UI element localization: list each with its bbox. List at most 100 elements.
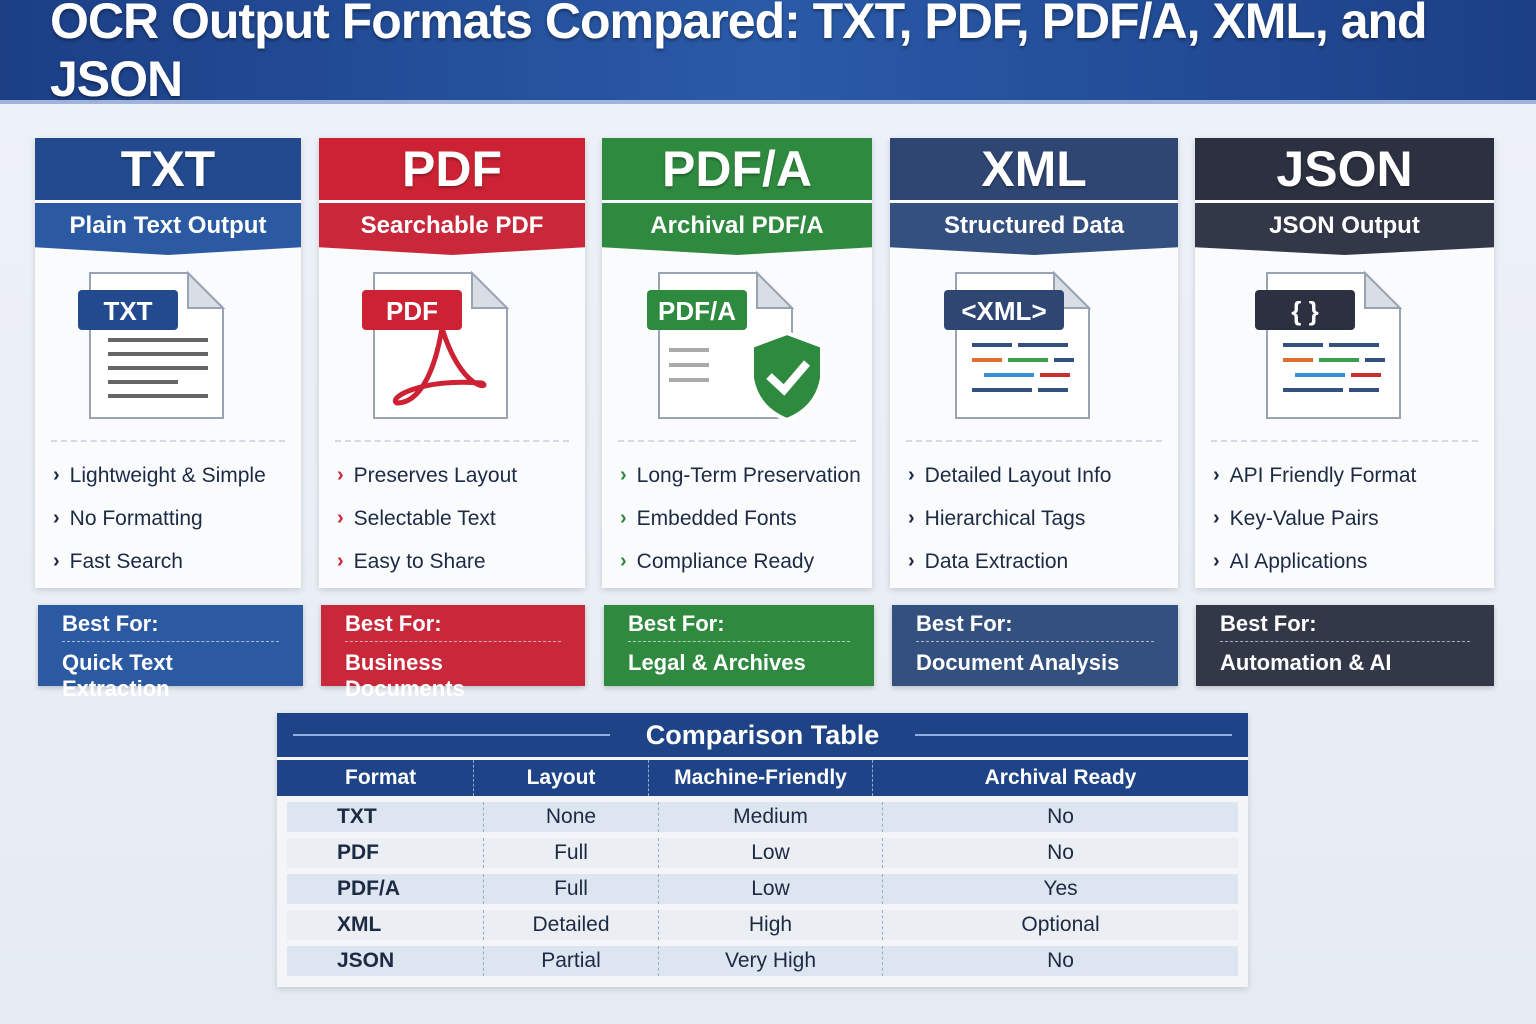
table-cell: Full [483, 874, 658, 904]
chevron-right-icon: › [53, 507, 60, 529]
feature-label: Hierarchical Tags [924, 506, 1086, 530]
card-subtitle: Structured Data [890, 203, 1178, 255]
feature-item: › Compliance Ready [620, 540, 872, 583]
feature-item: › Hierarchical Tags [908, 497, 1178, 540]
feature-label: Preserves Layout [353, 463, 518, 487]
chevron-right-icon: › [1213, 550, 1220, 572]
title-banner: OCR Output Formats Compared: TXT, PDF, P… [0, 0, 1536, 107]
card-subtitle: Plain Text Output [35, 203, 301, 255]
divider [51, 440, 285, 442]
card-subtitle: JSON Output [1195, 203, 1494, 255]
header-format: Format [345, 766, 417, 789]
feature-item: › AI Applications [1213, 540, 1494, 583]
table-header-row: Format Layout Machine-Friendly Archival … [277, 760, 1248, 796]
table-row: JSON Partial Very High No [287, 946, 1238, 976]
table-cell: None [483, 802, 658, 832]
svg-text:{ }: { } [1291, 296, 1318, 326]
feature-item: › Data Extraction [908, 540, 1178, 583]
chevron-right-icon: › [53, 550, 60, 572]
comparison-table: Comparison Table Format Layout Machine-F… [277, 713, 1248, 987]
card-pdfa: PDF/A Archival PDF/A PDF/A › Long-Term Pr… [602, 138, 872, 588]
best-for-label: Best For: [628, 611, 850, 642]
divider [906, 440, 1162, 442]
card-json: JSON JSON Output { } › API Friendly Forma… [1195, 138, 1494, 588]
feature-item: › Preserves Layout [337, 454, 585, 497]
best-for-label: Best For: [62, 611, 279, 642]
chevron-right-icon: › [337, 507, 344, 529]
best-for-label: Best For: [1220, 611, 1470, 642]
pdfa-shield-document-icon: PDF/A [602, 255, 872, 440]
table-cell: Partial [483, 946, 658, 976]
feature-label: Selectable Text [353, 506, 496, 530]
feature-label: API Friendly Format [1229, 463, 1417, 487]
best-for-json: Best For: Automation & AI [1196, 605, 1494, 686]
best-for-pdf: Best For: Business Documents [321, 605, 585, 701]
feature-list: › Preserves Layout › Selectable Text › Easy t… [319, 442, 585, 583]
table-cell: Low [658, 874, 882, 904]
feature-list: › Long-Term Preservation › Embedded Fonts › C… [602, 442, 872, 583]
chevron-right-icon: › [53, 464, 60, 486]
table-cell: Medium [658, 802, 882, 832]
card-subtitle: Archival PDF/A [602, 203, 872, 255]
header-layout: Layout [473, 760, 648, 796]
divider [335, 440, 569, 442]
table-cell: Detailed [483, 910, 658, 940]
feature-label: AI Applications [1229, 549, 1368, 573]
table-cell: JSON [337, 949, 395, 972]
feature-label: Lightweight & Simple [69, 463, 266, 487]
feature-label: No Formatting [69, 506, 203, 530]
table-caption: Comparison Table [277, 713, 1248, 757]
card-title: XML [890, 138, 1178, 200]
best-for-value: Document Analysis [916, 650, 1120, 675]
svg-text:<XML>: <XML> [961, 296, 1046, 326]
json-braces-document-icon: { } [1195, 255, 1494, 440]
card-title: JSON [1195, 138, 1494, 200]
card-pdf: PDF Searchable PDF PDF › Preserves Layout… [319, 138, 585, 588]
page-title: OCR Output Formats Compared: TXT, PDF, P… [50, 0, 1428, 107]
divider [1211, 440, 1478, 442]
table-cell: Low [658, 838, 882, 868]
chevron-right-icon: › [620, 464, 627, 486]
header-machine-friendly: Machine-Friendly [648, 760, 872, 796]
txt-document-icon: TXT [35, 255, 301, 440]
feature-item: › Key-Value Pairs [1213, 497, 1494, 540]
feature-item: › Long-Term Preservation [620, 454, 872, 497]
feature-item: › Easy to Share [337, 540, 585, 583]
card-subtitle: Searchable PDF [319, 203, 585, 255]
table-row: PDF/A Full Low Yes [287, 874, 1238, 904]
chevron-right-icon: › [620, 550, 627, 572]
chevron-right-icon: › [1213, 464, 1220, 486]
svg-text:TXT: TXT [103, 296, 152, 326]
feature-label: Embedded Fonts [636, 506, 797, 530]
best-for-value: Business Documents [345, 650, 465, 701]
table-cell: No [882, 838, 1238, 868]
chevron-right-icon: › [908, 507, 915, 529]
chevron-right-icon: › [1213, 507, 1220, 529]
chevron-right-icon: › [908, 464, 915, 486]
table-cell: Full [483, 838, 658, 868]
best-for-txt: Best For: Quick Text Extraction [38, 605, 303, 701]
table-cell: Very High [658, 946, 882, 976]
header-archival-ready: Archival Ready [872, 760, 1248, 796]
feature-label: Detailed Layout Info [924, 463, 1112, 487]
table-cell: PDF [337, 841, 379, 864]
feature-label: Long-Term Preservation [636, 463, 861, 487]
feature-label: Fast Search [69, 549, 183, 573]
feature-label: Easy to Share [353, 549, 486, 573]
table-row: TXT None Medium No [287, 802, 1238, 832]
feature-label: Compliance Ready [636, 549, 815, 573]
svg-text:PDF: PDF [386, 296, 438, 326]
best-for-value: Automation & AI [1220, 650, 1392, 675]
svg-text:PDF/A: PDF/A [658, 296, 736, 326]
table-cell: Yes [882, 874, 1238, 904]
table-cell: No [882, 946, 1238, 976]
table-row: XML Detailed High Optional [287, 910, 1238, 940]
feature-item: › No Formatting [53, 497, 301, 540]
feature-item: › Embedded Fonts [620, 497, 872, 540]
feature-list: › Detailed Layout Info › Hierarchical Tags ›… [890, 442, 1178, 583]
xml-document-icon: <XML> [890, 255, 1178, 440]
table-cell: Optional [882, 910, 1238, 940]
card-title: PDF [319, 138, 585, 200]
feature-item: › Selectable Text [337, 497, 585, 540]
table-cell: XML [337, 913, 382, 936]
